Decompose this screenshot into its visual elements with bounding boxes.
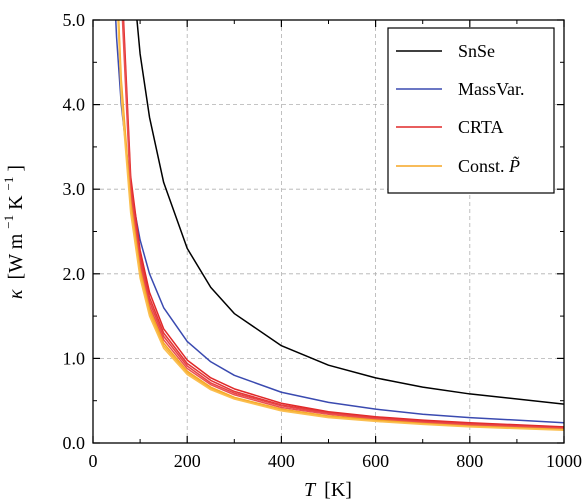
series-line-crta <box>121 20 564 430</box>
legend-label-crta: CRTA <box>458 117 503 137</box>
series-line-crta <box>122 20 564 429</box>
y-axis-close: ] <box>5 165 27 172</box>
y-tick-label: 0.0 <box>63 433 86 453</box>
legend-label-const-symbol: P̃ <box>508 156 520 176</box>
x-tick-label: 800 <box>456 451 483 471</box>
x-tick-label: 1000 <box>546 451 582 471</box>
series-line-crta <box>122 20 564 428</box>
legend-label-const-p: Const. P̃ <box>458 156 520 176</box>
y-axis-unit-w: [W m <box>5 233 27 279</box>
y-tick-labels: 0.0 1.0 2.0 3.0 4.0 5.0 <box>63 10 86 453</box>
series-line-snse <box>136 20 564 405</box>
x-axis-unit: [K] <box>324 479 352 501</box>
legend-label-snse: SnSe <box>458 41 495 61</box>
axis-ticks <box>92 19 565 444</box>
x-tick-label: 400 <box>268 451 295 471</box>
x-axis-label: T [K] <box>304 479 352 501</box>
x-tick-label: 600 <box>362 451 389 471</box>
x-tick-label: 200 <box>174 451 201 471</box>
y-axis-symbol: κ <box>5 289 27 299</box>
y-tick-label: 1.0 <box>63 348 86 368</box>
series-line-const-p <box>117 20 564 432</box>
y-tick-label: 3.0 <box>63 179 86 199</box>
y-axis-exp-2: −1 <box>1 177 16 191</box>
y-axis-unit-k: K <box>5 195 27 210</box>
x-axis-symbol: T <box>304 479 317 501</box>
x-tick-labels: 0 200 400 600 800 1000 <box>89 451 583 471</box>
legend-label-const-text: Const. <box>458 156 509 176</box>
y-tick-label: 5.0 <box>63 10 86 30</box>
x-tick-label: 0 <box>89 451 98 471</box>
y-axis-label: κ [W m −1 K −1 ] <box>0 165 27 299</box>
series-line-crta <box>122 20 564 429</box>
legend: SnSe MassVar. CRTA Const. P̃ <box>387 27 555 194</box>
y-tick-label: 4.0 <box>63 95 86 115</box>
y-axis-exp-1: −1 <box>1 215 16 229</box>
legend-label-massvar: MassVar. <box>458 79 525 99</box>
y-tick-label: 2.0 <box>63 264 86 284</box>
series-layer <box>115 20 564 432</box>
